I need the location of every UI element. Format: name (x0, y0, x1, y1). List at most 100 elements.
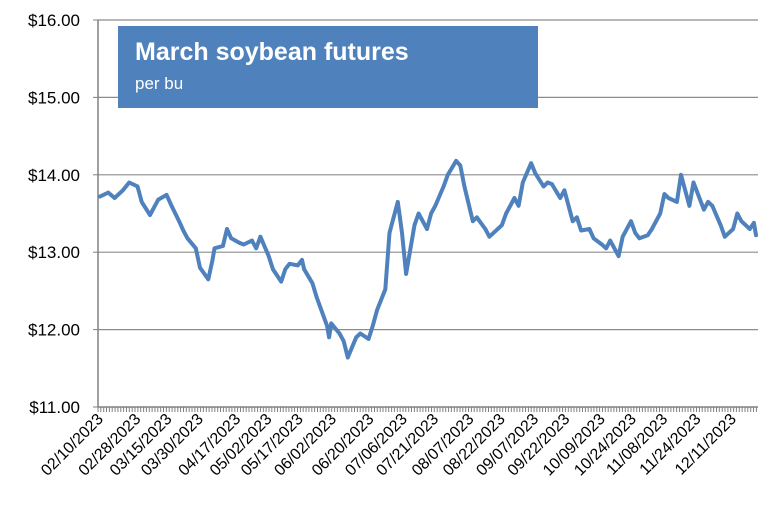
data-point (212, 246, 217, 251)
data-point (608, 238, 612, 243)
data-point (748, 227, 752, 231)
data-point (533, 171, 538, 176)
data-point (366, 337, 371, 341)
data-point (752, 221, 756, 225)
data-point (629, 219, 633, 223)
data-point (169, 202, 173, 206)
data-point (112, 196, 117, 200)
data-point (616, 254, 621, 258)
data-point (645, 233, 650, 237)
data-point (258, 234, 263, 239)
data-point (516, 204, 521, 208)
data-point (558, 196, 562, 200)
data-point (198, 265, 202, 270)
data-point (550, 182, 554, 186)
data-point (416, 211, 421, 216)
series-line (98, 158, 758, 360)
data-point (206, 277, 211, 282)
data-point (754, 233, 758, 237)
data-point (300, 258, 304, 262)
data-point (441, 184, 446, 189)
data-point (354, 335, 359, 340)
data-point (562, 188, 567, 193)
data-point (587, 227, 592, 231)
data-point (310, 281, 315, 286)
data-point (475, 215, 479, 220)
data-point (471, 219, 475, 223)
data-point (106, 190, 111, 195)
data-point (283, 267, 288, 272)
data-point (194, 246, 198, 251)
data-point (279, 279, 284, 284)
data-point (545, 180, 550, 185)
data-point (185, 236, 190, 241)
data-point (396, 200, 400, 204)
data-point (491, 231, 496, 235)
data-point (487, 234, 492, 239)
data-point (139, 200, 144, 204)
data-point (425, 227, 429, 231)
data-point (404, 272, 408, 276)
data-point (504, 211, 508, 216)
data-point (433, 204, 438, 208)
data-point (387, 231, 392, 235)
data-point (529, 161, 533, 165)
data-point (691, 180, 696, 185)
data-point (512, 196, 517, 200)
data-point (271, 267, 275, 272)
data-point (327, 335, 331, 340)
data-point (156, 197, 161, 202)
data-point (287, 262, 292, 266)
x-axis-labels: 02/10/202302/28/202303/15/202303/30/2023… (38, 411, 740, 480)
data-point (210, 258, 215, 262)
data-point (241, 242, 246, 247)
data-point (739, 219, 744, 223)
data-point (329, 321, 334, 326)
data-point (296, 263, 300, 268)
data-point (658, 211, 662, 216)
data-point (383, 287, 388, 292)
data-point (662, 192, 667, 196)
data-point (225, 227, 229, 231)
data-point (687, 204, 692, 208)
data-point (633, 231, 637, 235)
data-point (237, 241, 242, 245)
y-tick-label: $16.00 (28, 11, 80, 30)
data-point (600, 242, 604, 247)
chart-title: March soybean futures (135, 38, 409, 66)
data-point (731, 227, 735, 231)
data-point (710, 204, 715, 208)
data-point (500, 223, 504, 227)
data-point (458, 163, 463, 168)
data-point (637, 236, 642, 241)
data-point (735, 211, 740, 216)
data-point (570, 219, 575, 223)
data-point (302, 267, 306, 272)
y-tick-label: $14.00 (28, 166, 80, 185)
data-point (337, 331, 342, 336)
data-point (400, 231, 404, 235)
data-point (483, 227, 488, 231)
data-point (98, 194, 102, 199)
data-point (454, 159, 458, 163)
data-point (702, 207, 706, 212)
data-point (446, 173, 450, 177)
y-tick-label: $11.00 (29, 398, 80, 417)
data-point (575, 215, 579, 220)
data-point (325, 323, 329, 328)
data-point (718, 223, 723, 227)
data-point (604, 246, 608, 251)
data-point (541, 184, 546, 189)
data-point (706, 200, 710, 204)
data-point (462, 184, 467, 189)
data-point (429, 211, 433, 216)
data-point (148, 213, 152, 217)
data-point (181, 228, 186, 233)
data-point (346, 355, 350, 360)
y-tick-label: $13.00 (28, 243, 80, 262)
series-points (98, 159, 758, 360)
data-point (164, 193, 169, 197)
data-point (412, 223, 417, 227)
data-point (723, 234, 727, 239)
y-axis-ticks: $11.00 $12.00 $13.00 $14.00 $15.00 $16.00 (28, 11, 98, 417)
